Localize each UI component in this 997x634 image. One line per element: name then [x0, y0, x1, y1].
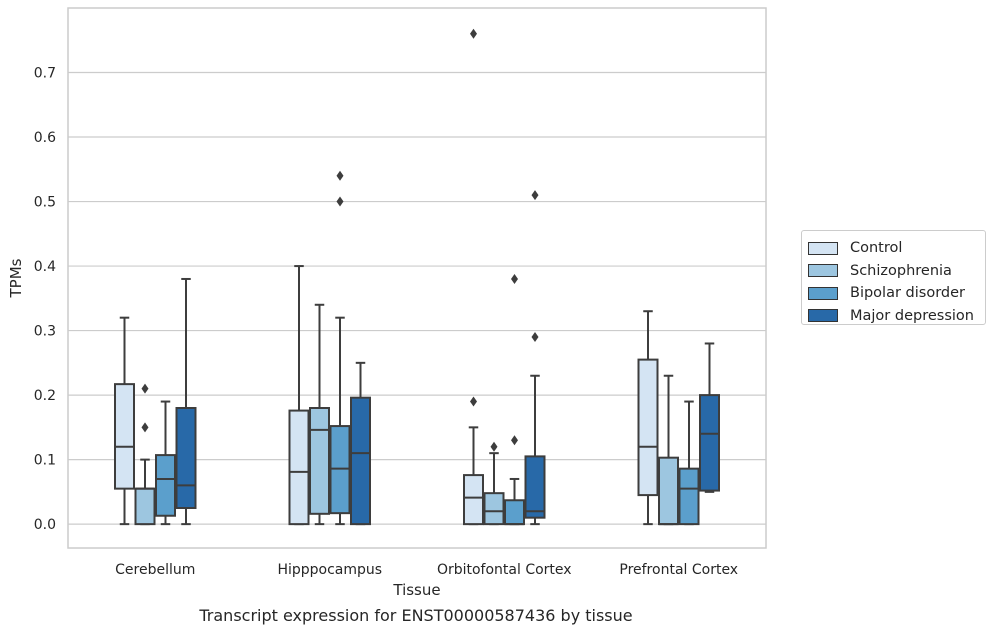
box-cerebellum-schizophrenia: [134, 383, 156, 526]
legend-item-control: Control: [808, 237, 985, 260]
box-orbitofontal-cortex-major-depression: [524, 190, 546, 526]
legend-swatch-schizophrenia: [808, 264, 838, 278]
box-prefrontal-cortex-major-depression: [699, 342, 720, 493]
x-tick-label-prefrontal-cortex: Prefrontal Cortex: [619, 562, 738, 578]
box-orbitofontal-cortex-control: [463, 28, 484, 526]
y-tick-label: 0.0: [34, 517, 56, 533]
outlier-point: [531, 190, 539, 201]
box-hipppocampus-major-depression: [350, 361, 371, 526]
box-cerebellum-bipolar-disorder: [155, 400, 176, 526]
outlier-point: [470, 28, 477, 39]
x-axis-title: Tissue: [392, 581, 440, 599]
legend-label-bipolar-disorder: Bipolar disorder: [850, 285, 965, 302]
y-tick-label: 0.2: [34, 388, 56, 404]
x-tick-label-hipppocampus: Hipppocampus: [277, 562, 382, 578]
box-iqr: [483, 492, 505, 526]
legend-item-bipolar-disorder: Bipolar disorder: [808, 282, 985, 305]
box-cerebellum-control: [114, 316, 135, 526]
legend-item-schizophrenia: Schizophrenia: [808, 260, 985, 283]
box-iqr: [114, 383, 135, 490]
box-cerebellum-major-depression: [175, 277, 197, 526]
outlier-point: [141, 422, 149, 433]
box-orbitofontal-cortex-bipolar-disorder: [504, 273, 525, 526]
outlier-point: [470, 396, 477, 407]
outlier-point: [511, 273, 518, 284]
outlier-point: [490, 441, 498, 452]
box-iqr: [309, 407, 330, 515]
legend-label-control: Control: [850, 240, 903, 257]
y-tick-label: 0.5: [34, 195, 56, 211]
legend: Control Schizophrenia Bipolar disorder M…: [801, 230, 986, 325]
box-hipppocampus-bipolar-disorder: [329, 170, 351, 526]
legend-swatch-control: [808, 241, 838, 255]
chart-caption: Transcript expression for ENST0000058743…: [199, 606, 633, 625]
y-tick-labels: 0.0 0.1 0.2 0.3 0.4 0.5 0.6 0.7: [34, 66, 56, 534]
box-iqr: [658, 456, 679, 526]
x-tick-label-cerebellum: Cerebellum: [115, 562, 195, 578]
outlier-point: [141, 383, 149, 394]
outlier-point: [336, 170, 344, 181]
box-iqr: [175, 407, 197, 509]
box-prefrontal-cortex-bipolar-disorder: [678, 400, 700, 526]
legend-swatch-major-depression: [808, 309, 838, 323]
box-iqr: [524, 455, 546, 519]
legend-label-schizophrenia: Schizophrenia: [850, 262, 952, 279]
box-iqr: [350, 396, 371, 526]
y-tick-label: 0.7: [34, 66, 56, 82]
outlier-point: [511, 435, 518, 446]
y-tick-label: 0.4: [34, 259, 56, 275]
box-iqr: [699, 394, 720, 492]
box-groups: [114, 28, 720, 526]
box-prefrontal-cortex-control: [637, 310, 659, 526]
box-hipppocampus-schizophrenia: [309, 303, 330, 526]
box-iqr: [134, 487, 156, 526]
box-iqr: [678, 467, 700, 526]
legend-swatch-bipolar-disorder: [808, 286, 838, 300]
x-tick-labels: Cerebellum Hipppocampus Orbitofontal Corte…: [115, 562, 738, 578]
y-tick-label: 0.3: [34, 324, 56, 340]
legend-label-major-depression: Major depression: [850, 307, 974, 324]
outlier-point: [531, 332, 539, 343]
y-tick-label: 0.1: [34, 453, 56, 469]
box-iqr: [637, 358, 659, 497]
box-orbitofontal-cortex-schizophrenia: [483, 441, 505, 526]
legend-item-major-depression: Major depression: [808, 305, 985, 328]
box-iqr: [155, 454, 176, 517]
x-tick-label-orbitofontal-cortex: Orbitofontal Cortex: [437, 562, 572, 578]
box-iqr: [288, 409, 310, 526]
box-iqr: [463, 474, 484, 526]
y-tick-label: 0.6: [34, 130, 56, 146]
box-hipppocampus-control: [288, 265, 310, 526]
box-prefrontal-cortex-schizophrenia: [658, 374, 679, 526]
outlier-point: [336, 196, 344, 207]
box-iqr: [504, 499, 525, 526]
y-axis-title: TPMs: [7, 258, 25, 298]
